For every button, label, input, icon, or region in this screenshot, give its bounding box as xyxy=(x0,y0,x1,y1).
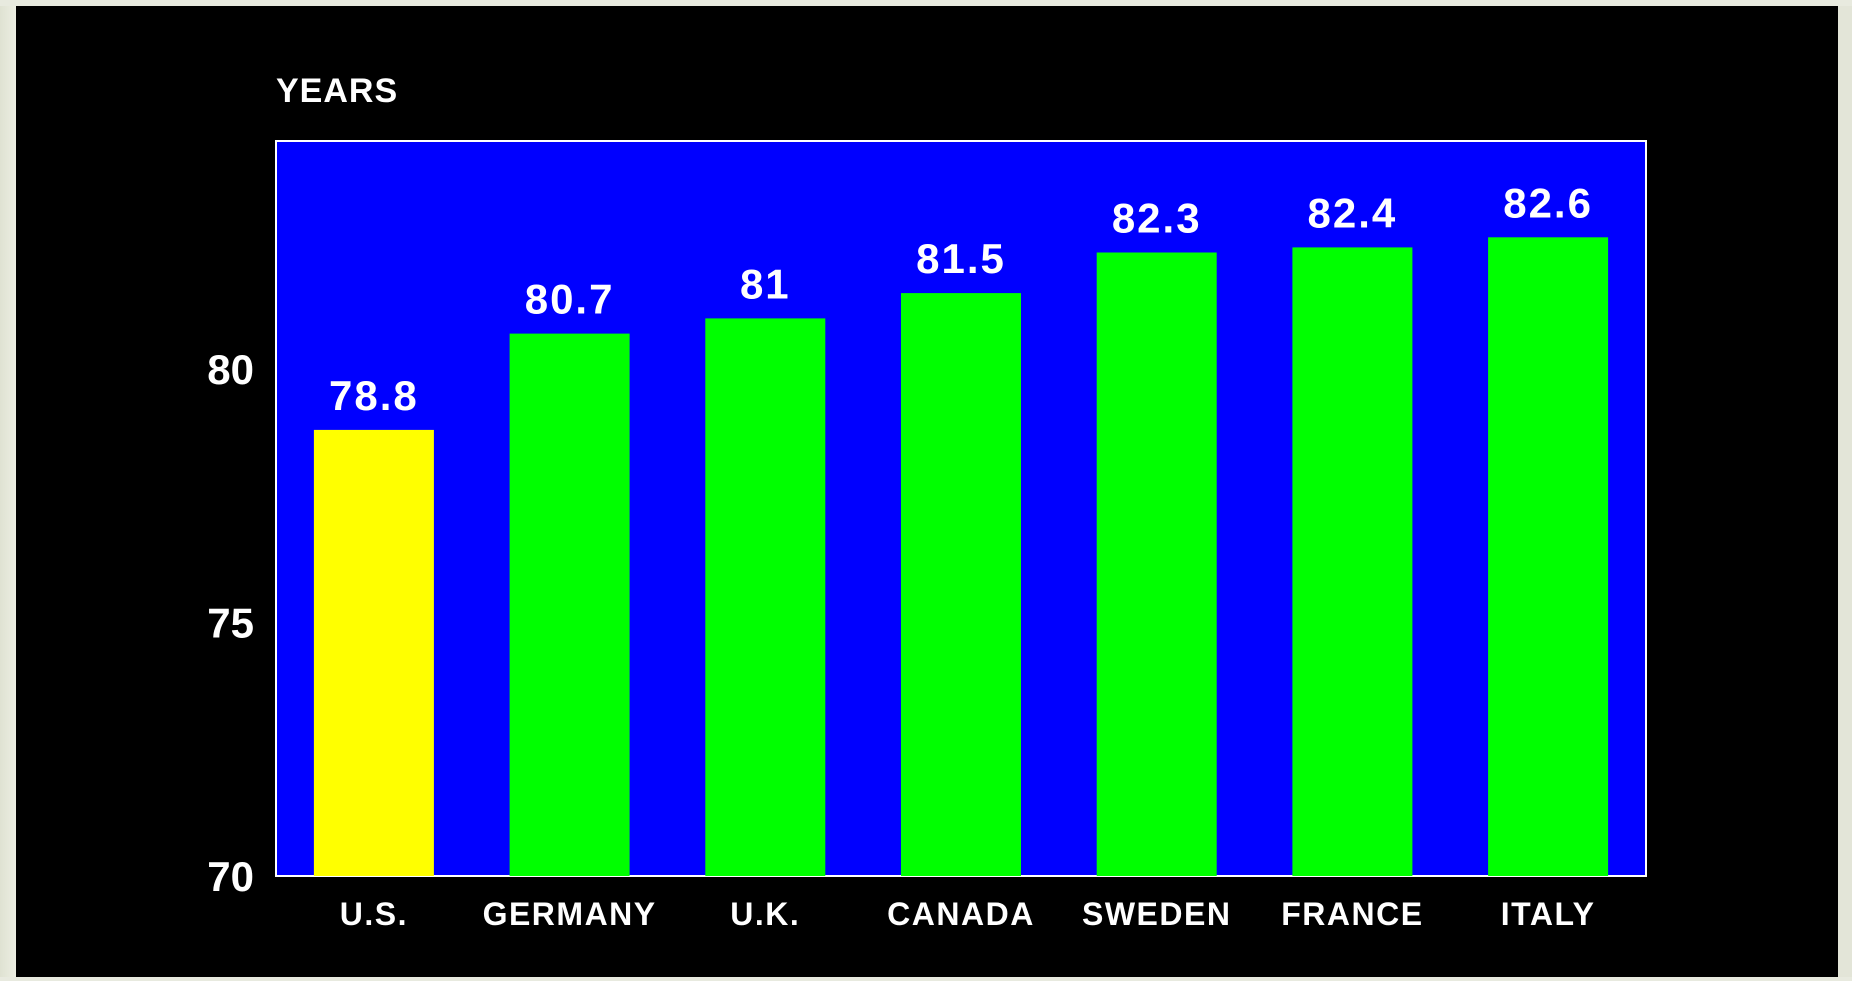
value-label: 82.4 xyxy=(1308,189,1398,236)
y-tick-label: 80 xyxy=(207,346,254,393)
value-label: 82.6 xyxy=(1503,179,1593,226)
bar-canada xyxy=(901,293,1021,876)
x-tick-label: CANADA xyxy=(887,896,1035,932)
value-label: 81 xyxy=(740,260,791,307)
value-label: 81.5 xyxy=(916,235,1006,282)
x-tick-label: GERMANY xyxy=(483,896,657,932)
y-axis-label: YEARS xyxy=(276,72,398,110)
value-label: 80.7 xyxy=(525,276,615,323)
x-tick-label: SWEDEN xyxy=(1082,896,1231,932)
y-tick-label: 75 xyxy=(207,600,254,647)
bar-italy xyxy=(1488,237,1608,876)
y-tick-labels-group: 70 75 80 xyxy=(207,346,254,900)
value-label: 82.3 xyxy=(1112,195,1202,242)
bar-u-k xyxy=(705,318,825,876)
y-tick-label: 70 xyxy=(207,853,254,900)
x-tick-label: U.K. xyxy=(730,896,800,932)
x-tick-label: ITALY xyxy=(1501,896,1596,932)
x-tick-labels-group: U.S. GERMANY U.K. CANADA SWEDEN FRANCE ITALY xyxy=(340,896,1596,932)
bar-france xyxy=(1292,247,1412,876)
value-label: 78.8 xyxy=(329,372,419,419)
x-tick-label: U.S. xyxy=(340,896,408,932)
x-tick-label: FRANCE xyxy=(1281,896,1423,932)
bar-sweden xyxy=(1097,253,1217,877)
bar-germany xyxy=(510,334,630,876)
bar-u-s xyxy=(314,430,434,876)
